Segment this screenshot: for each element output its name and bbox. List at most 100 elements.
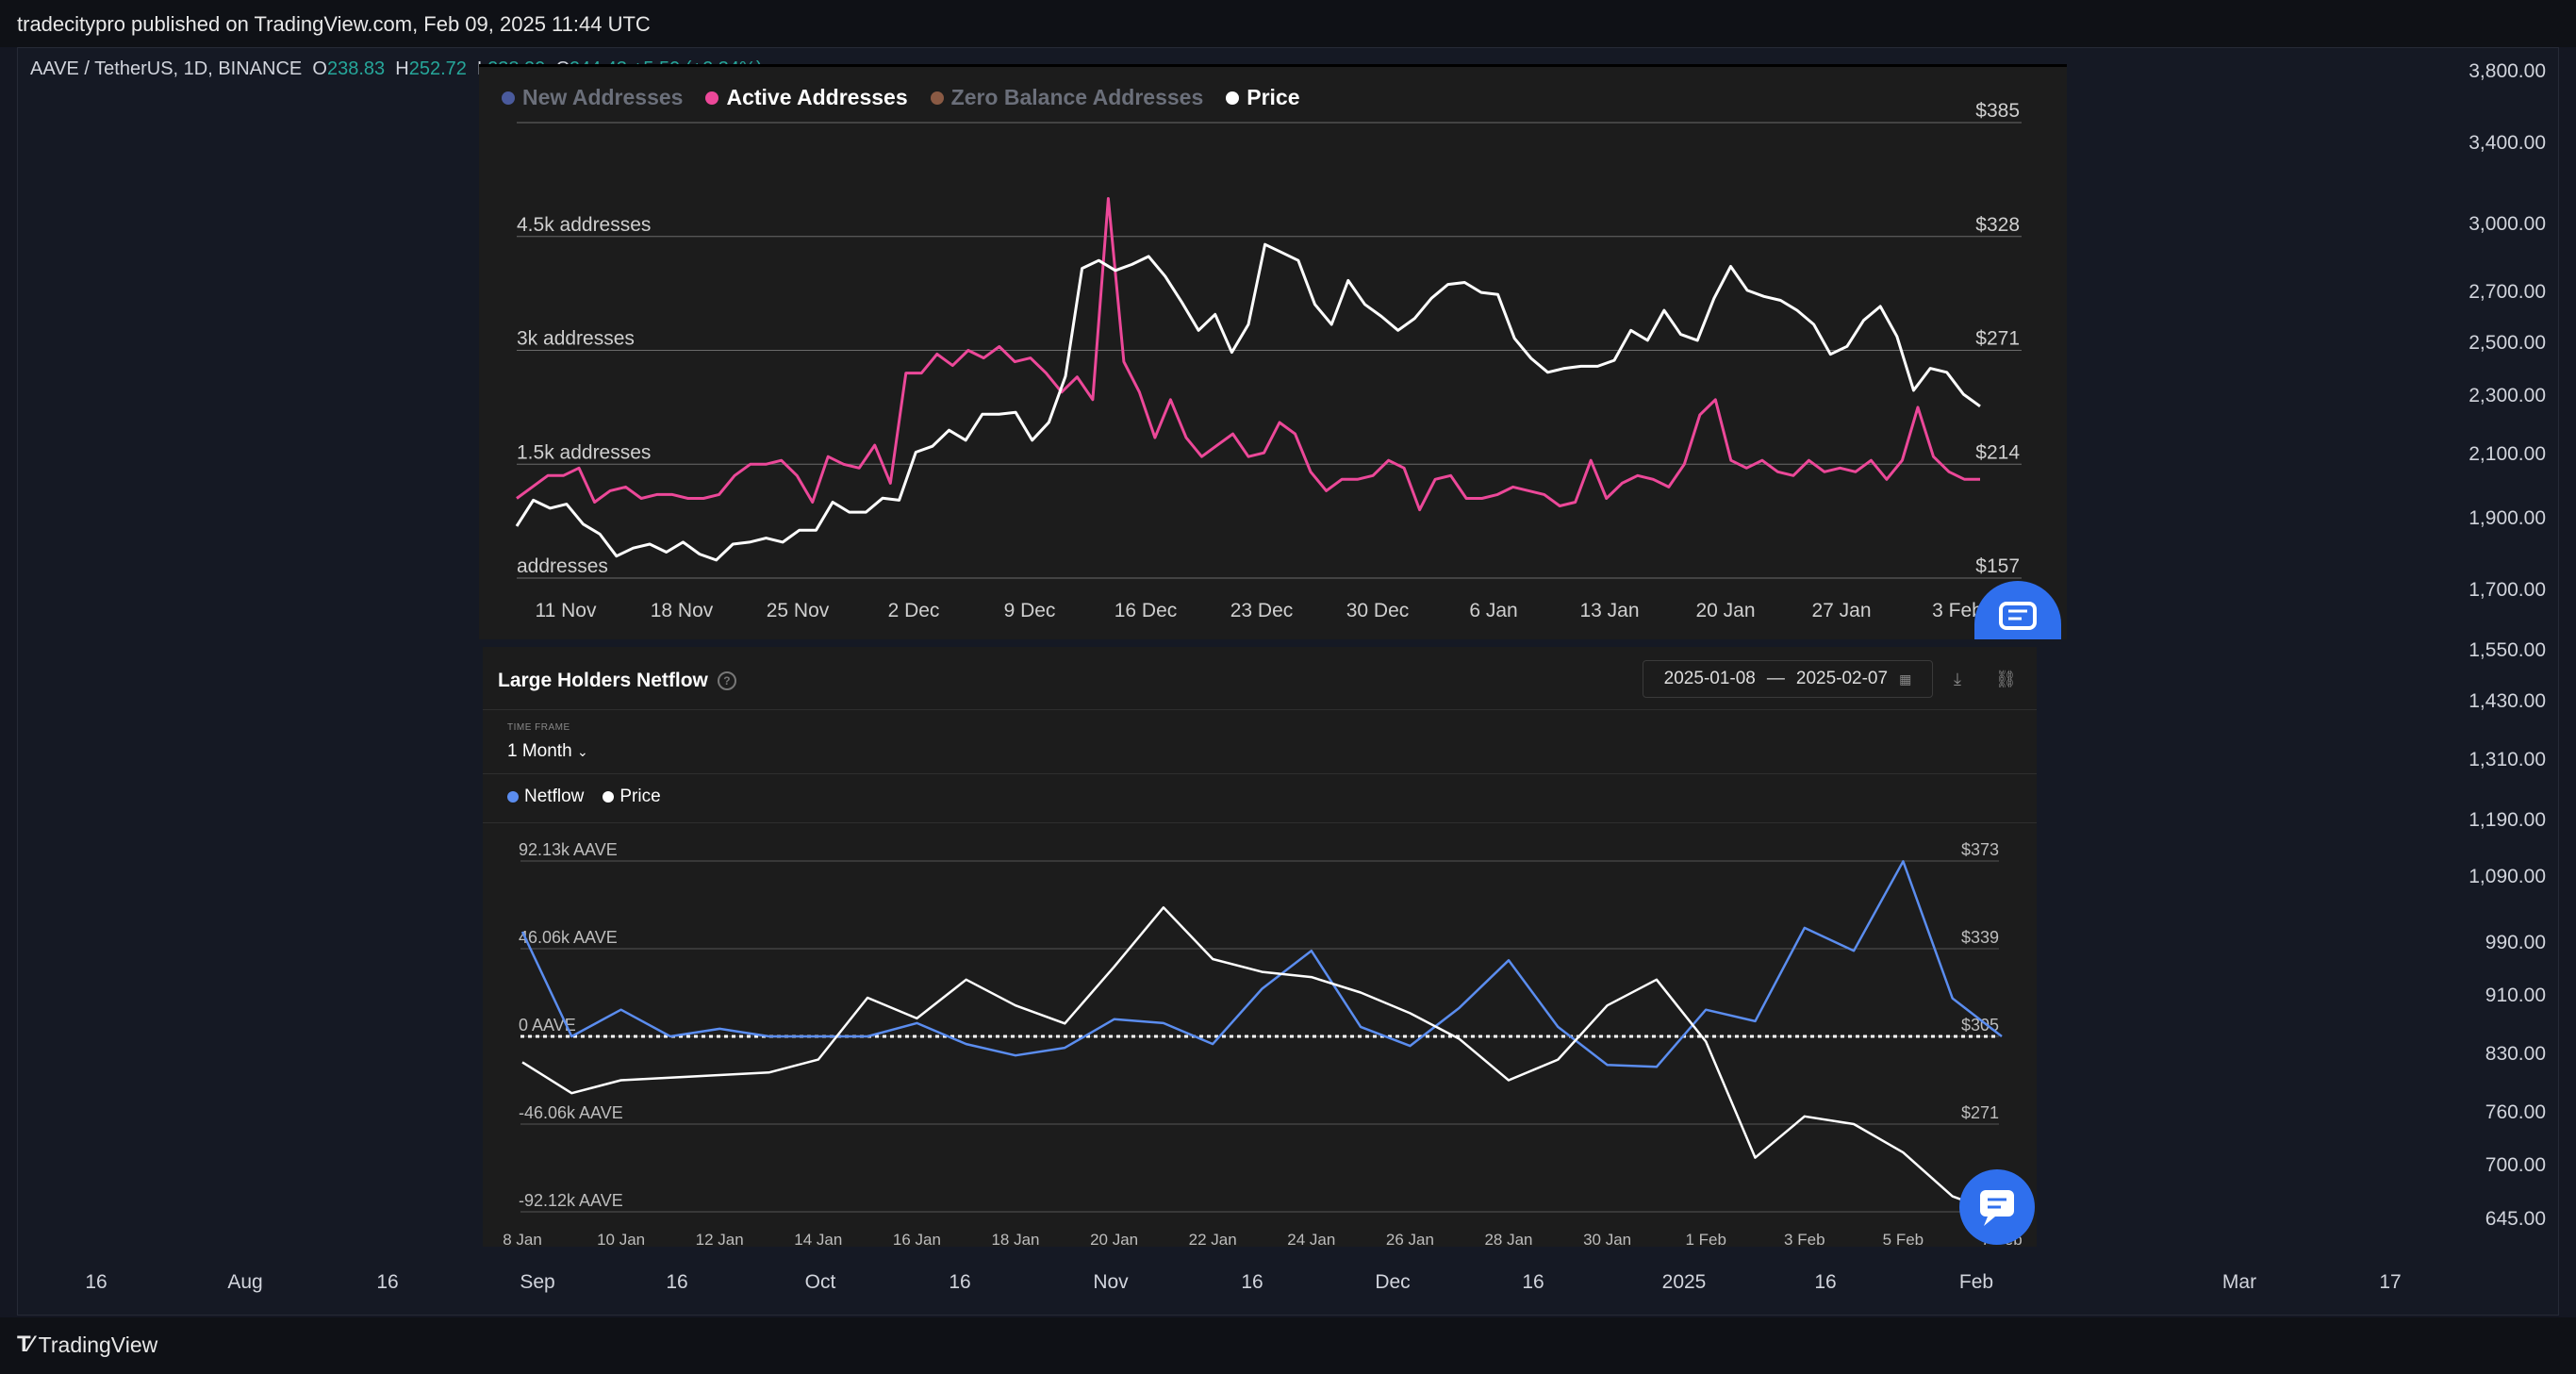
addresses-chart-panel: New Addresses Active Addresses Zero Bala… [479, 64, 2067, 639]
footer-bar [0, 1317, 2576, 1374]
price-axis-label: 760.00 [2485, 1101, 2546, 1123]
right-axis-label: $271 [1975, 328, 2020, 350]
price-axis[interactable]: 3,800.00 3,400.00 3,000.00 2,700.00 2,500.00… [2452, 0, 2576, 1301]
divider [483, 773, 2037, 774]
netflow-chart-panel: Large Holders Netflow? 2025-01-08 — 2025… [483, 647, 2037, 1247]
addresses-legend: New Addresses Active Addresses Zero Bala… [502, 85, 1300, 110]
time-axis-label: 16 [1241, 1271, 1263, 1293]
chat-bubble-icon[interactable] [1959, 1169, 2035, 1245]
price-axis-label: 1,190.00 [2469, 809, 2546, 831]
download-icon[interactable]: ⤓ [1954, 670, 1961, 688]
netflow-chart: 92.13k AAVE 46.06k AAVE 0 AAVE -46.06k AAVE… [503, 840, 2023, 1247]
tradingview-logo[interactable]: T⁄ TradingView [17, 1332, 157, 1358]
price-axis-label: 2,300.00 [2469, 385, 2546, 406]
x-tick-label: 28 Jan [1484, 1231, 1532, 1247]
legend-price2[interactable]: Price [603, 786, 661, 807]
time-axis-label: 16 [1522, 1271, 1544, 1293]
x-tick-label: 30 Jan [1583, 1231, 1631, 1247]
x-tick-label: 20 Jan [1695, 600, 1755, 621]
high-label: H [395, 58, 409, 79]
divider [483, 822, 2037, 823]
x-tick-label: 22 Jan [1189, 1231, 1237, 1247]
chat-bubble-icon[interactable] [1974, 581, 2061, 639]
x-tick-label: 10 Jan [597, 1231, 645, 1247]
addresses-chart: $385 $328 $271 $214 $157 4.5k addresses 3k add… [515, 100, 2022, 621]
time-axis-label: Feb [1958, 1271, 1994, 1293]
publish-info: tradecitypro published on TradingView.co… [17, 12, 651, 36]
right-axis-label: $271 [1961, 1103, 1999, 1122]
time-axis[interactable]: 16 Aug 16 Sep 16 Oct 16 Nov 16 Dec 16 2025 16 Feb Mar 1… [0, 1271, 2452, 1309]
price-axis-label: 910.00 [2485, 985, 2546, 1006]
legend-netflow[interactable]: Netflow [507, 786, 584, 807]
time-axis-label: Mar [2221, 1271, 2257, 1293]
netflow-title: Large Holders Netflow? [498, 670, 736, 692]
x-tick-label: 27 Jan [1811, 600, 1871, 621]
left-axis-label: 0 AAVE [519, 1016, 576, 1035]
netflow-series-line [520, 860, 2003, 1068]
x-tick-label: 16 Dec [1115, 600, 1178, 621]
x-tick-label: 1 Feb [1685, 1231, 1726, 1247]
right-axis-label: $305 [1961, 1016, 1999, 1035]
x-tick-label: 13 Jan [1579, 600, 1639, 621]
legend-label-price2: Price [619, 786, 661, 806]
price-axis-label: 1,430.00 [2469, 690, 2546, 712]
date-to: 2025-02-07 [1795, 669, 1889, 688]
legend-active-addresses[interactable]: Active Addresses [705, 85, 908, 110]
x-tick-label: 5 Feb [1883, 1231, 1924, 1247]
price-axis-label: 1,090.00 [2469, 866, 2546, 887]
open-value: 238.83 [326, 58, 386, 79]
legend-dot-price [1226, 91, 1240, 105]
price-axis-label: 1,310.00 [2469, 749, 2546, 770]
time-axis-label: Oct [804, 1271, 836, 1293]
legend-dot-new [502, 91, 515, 105]
time-axis-label: 16 [1814, 1271, 1837, 1293]
price-series-line [521, 906, 2003, 1216]
time-axis-label: 16 [376, 1271, 399, 1293]
publish-header: tradecitypro published on TradingView.co… [0, 0, 2576, 47]
time-axis-label: 16 [666, 1271, 688, 1293]
time-axis-label: Sep [520, 1271, 555, 1293]
divider [483, 709, 2037, 710]
x-tick-label: 2 Dec [888, 600, 940, 621]
right-axis-label: $339 [1961, 928, 1999, 947]
time-axis-label: Dec [1375, 1271, 1411, 1293]
price-axis-label: 1,900.00 [2469, 507, 2546, 529]
price-axis-label: 2,500.00 [2469, 332, 2546, 354]
x-tick-label: 6 Jan [1469, 600, 1517, 621]
netflow-legend: Netflow Price [507, 786, 661, 807]
open-label: O [312, 58, 327, 79]
time-axis-label: 16 [85, 1271, 107, 1293]
legend-price[interactable]: Price [1226, 85, 1300, 110]
x-tick-label: 11 Nov [536, 600, 597, 621]
x-tick-label: 24 Jan [1287, 1231, 1335, 1247]
help-icon[interactable]: ? [717, 671, 736, 690]
price-axis-label: 645.00 [2485, 1208, 2546, 1230]
x-tick-label: 25 Nov [767, 600, 830, 621]
legend-new-addresses[interactable]: New Addresses [502, 85, 683, 110]
link-icon[interactable]: ⛓ [1995, 670, 2017, 688]
calendar-icon: ▦ [1899, 670, 1912, 687]
x-tick-label: 16 Jan [893, 1231, 941, 1247]
right-axis-label: $328 [1975, 214, 2020, 236]
x-tick-label: 20 Jan [1090, 1231, 1138, 1247]
x-tick-label: 9 Dec [1004, 600, 1056, 621]
active-addresses-series-line [516, 197, 1980, 512]
legend-dot-price2 [603, 791, 615, 803]
legend-dot-netflow [507, 791, 519, 803]
x-tick-label: 14 Jan [794, 1231, 842, 1247]
left-axis-label: 1.5k addresses [517, 441, 651, 463]
price-axis-label: 3,400.00 [2469, 132, 2546, 154]
price-axis-label: 1,550.00 [2469, 639, 2546, 661]
legend-label-zero: Zero Balance Addresses [950, 85, 1204, 109]
time-axis-label: 16 [949, 1271, 971, 1293]
legend-zero-balance[interactable]: Zero Balance Addresses [930, 85, 1204, 110]
date-range-picker[interactable]: 2025-01-08 — 2025-02-07 ▦ [1643, 660, 1933, 698]
left-axis-label: 3k addresses [517, 328, 635, 350]
timeframe-select[interactable]: 1 Month ⌄ [507, 741, 588, 762]
legend-label-netflow: Netflow [524, 786, 585, 806]
timeframe-label: TIME FRAME [507, 722, 570, 733]
right-axis-label: $157 [1975, 555, 2020, 577]
x-tick-label: 8 Jan [503, 1231, 542, 1247]
price-axis-label: 700.00 [2485, 1154, 2546, 1176]
high-value: 252.72 [408, 58, 467, 79]
